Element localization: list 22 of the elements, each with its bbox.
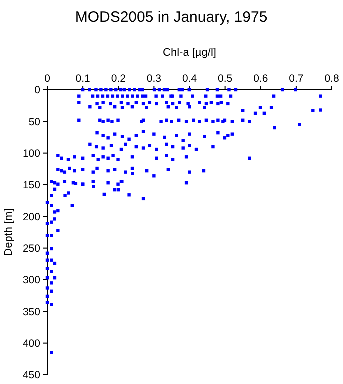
x-tick-label: 0.8	[324, 73, 340, 85]
y-tick-label: 350	[22, 306, 41, 318]
y-tick-label: 200	[22, 211, 41, 224]
chart-title: MODS2005 in January, 1975	[75, 9, 268, 26]
y-tick-label: 150	[22, 180, 41, 192]
y-tick-label: 50	[28, 116, 41, 128]
y-tick-label: 450	[22, 370, 41, 382]
x-tick-label: 0.7	[289, 73, 304, 85]
x-tick-label: 0.1	[76, 73, 91, 85]
x-tick-label: 0.4	[182, 73, 198, 85]
y-axis-title: Depth [m]	[3, 208, 15, 256]
x-axis-title: Chl-a [µg/l]	[163, 47, 216, 59]
x-tick-label: 0.2	[111, 73, 126, 85]
x-tick-label: 0.5	[218, 73, 233, 85]
x-tick-label: 0.6	[254, 73, 268, 85]
y-tick-label: 100	[22, 148, 41, 160]
y-tick-label: 250	[22, 243, 41, 256]
y-tick-label: 400	[22, 338, 41, 350]
y-tick-label: 300	[22, 274, 41, 287]
x-tick-label: 0	[44, 73, 51, 85]
y-tick-label: 0	[34, 84, 41, 97]
x-tick-label: 0.3	[146, 73, 162, 85]
